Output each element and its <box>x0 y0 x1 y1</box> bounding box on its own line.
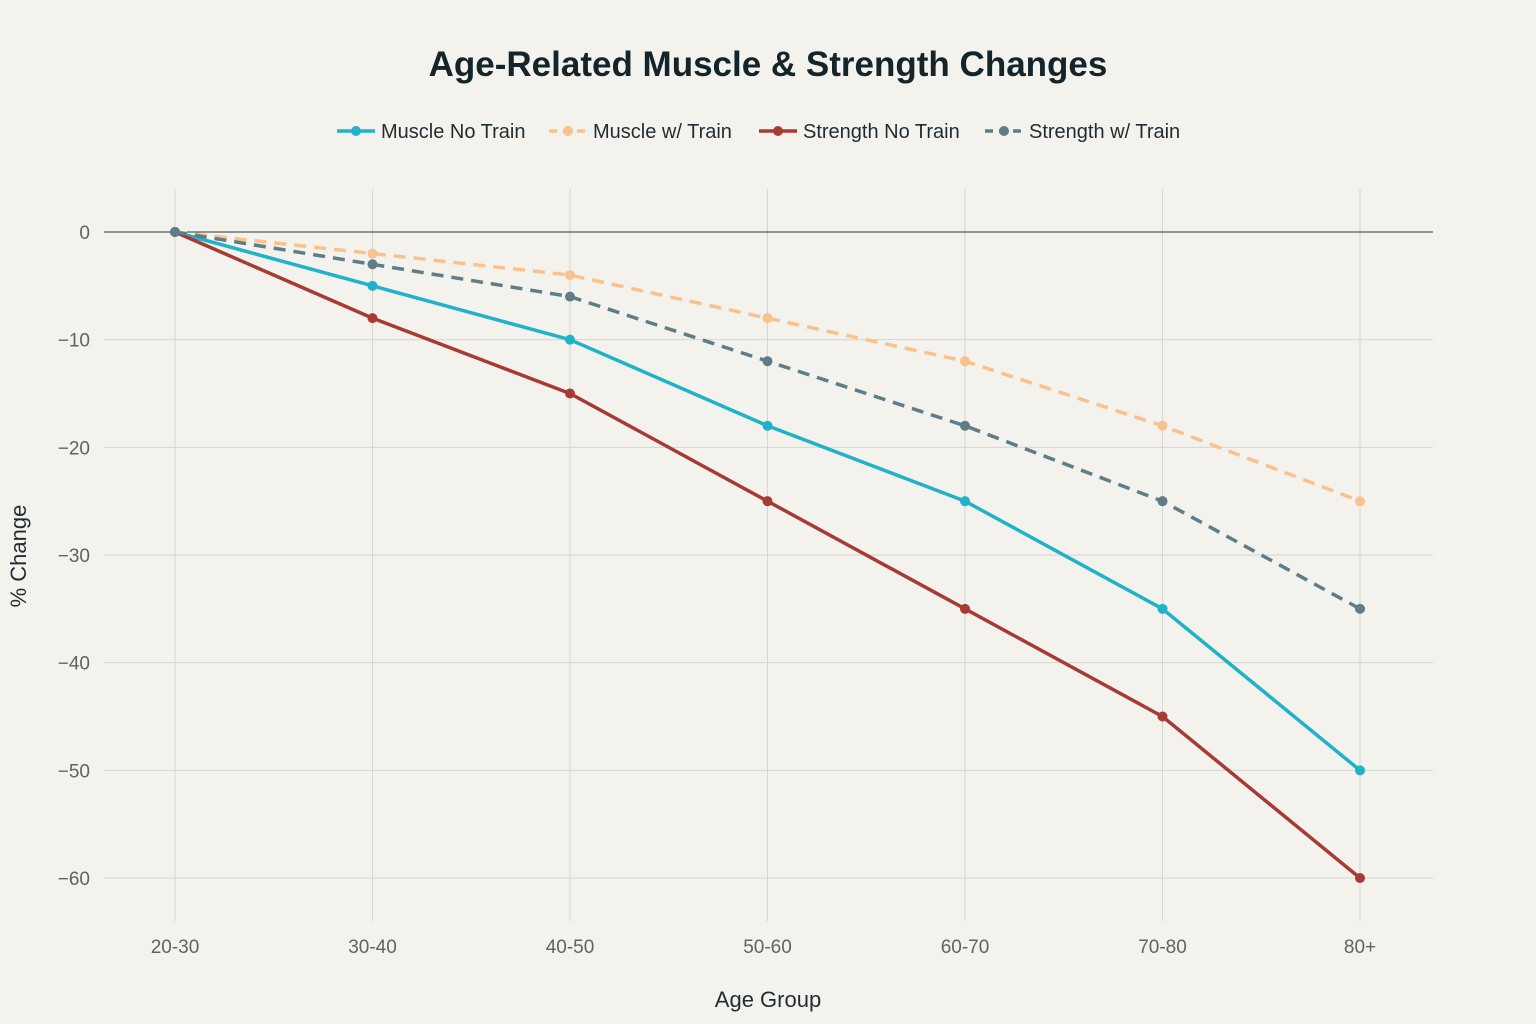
data-point[interactable] <box>960 496 970 507</box>
y-axis: 0 −10 −20 −30 −40 −50 −60 <box>58 223 90 890</box>
legend-label: Muscle No Train <box>381 121 526 143</box>
data-point[interactable] <box>367 259 378 270</box>
data-point[interactable] <box>762 420 773 431</box>
y-tick-label: −40 <box>58 654 90 675</box>
data-point[interactable] <box>960 420 970 431</box>
data-point[interactable] <box>1355 873 1365 883</box>
data-point[interactable] <box>565 291 575 302</box>
y-tick-label: −30 <box>58 546 90 567</box>
y-tick-label: −20 <box>58 438 90 459</box>
grid <box>104 188 1433 922</box>
legend-item[interactable]: Strength No Train <box>759 121 960 143</box>
series-strength-w-train <box>170 227 1365 614</box>
legend-label: Strength No Train <box>803 121 960 143</box>
legend-item[interactable]: Muscle w/ Train <box>549 121 732 143</box>
data-point[interactable] <box>565 270 575 281</box>
data-point[interactable] <box>367 248 378 259</box>
data-point[interactable] <box>960 603 970 614</box>
data-point[interactable] <box>960 356 970 367</box>
y-axis-title: % Change <box>6 505 31 608</box>
legend-item[interactable]: Muscle No Train <box>337 121 526 143</box>
y-tick-label: −60 <box>58 869 90 890</box>
x-tick-label: 80+ <box>1344 937 1376 958</box>
chart-title: Age-Related Muscle & Strength Changes <box>429 45 1108 84</box>
data-point[interactable] <box>762 356 773 367</box>
x-tick-label: 20-30 <box>151 937 200 958</box>
x-tick-label: 40-50 <box>546 937 595 958</box>
x-axis-title: Age Group <box>715 987 821 1012</box>
y-tick-label: 0 <box>79 223 90 244</box>
series-muscle-no-train <box>170 227 1365 776</box>
data-point[interactable] <box>565 334 575 345</box>
data-point[interactable] <box>762 313 773 324</box>
x-tick-label: 30-40 <box>348 937 397 958</box>
data-point[interactable] <box>1157 420 1168 431</box>
data-point[interactable] <box>1355 603 1365 614</box>
legend-swatch-marker <box>999 126 1009 136</box>
data-point[interactable] <box>762 496 773 507</box>
legend-label: Muscle w/ Train <box>593 121 732 143</box>
data-point[interactable] <box>170 227 180 237</box>
data-point[interactable] <box>565 388 575 399</box>
legend-item[interactable]: Strength w/ Train <box>985 121 1180 143</box>
legend-swatch-marker <box>773 126 783 136</box>
x-tick-label: 50-60 <box>743 937 792 958</box>
x-tick-label: 70-80 <box>1138 937 1187 958</box>
data-point[interactable] <box>1355 496 1365 507</box>
x-tick-label: 60-70 <box>941 937 990 958</box>
legend-swatch-marker <box>563 126 573 136</box>
data-point[interactable] <box>1355 765 1365 776</box>
series-layer <box>170 227 1365 883</box>
data-point[interactable] <box>1157 496 1168 507</box>
legend-label: Strength w/ Train <box>1029 121 1180 143</box>
y-tick-label: −10 <box>58 331 90 352</box>
data-point[interactable] <box>367 280 378 291</box>
data-point[interactable] <box>367 313 378 324</box>
y-tick-label: −50 <box>58 761 90 782</box>
data-point[interactable] <box>1157 711 1168 722</box>
x-axis: 20-30 30-40 40-50 50-60 60-70 70-80 80+ <box>151 937 1376 958</box>
legend-swatch-marker <box>351 126 361 136</box>
data-point[interactable] <box>1157 603 1168 614</box>
legend: Muscle No Train Muscle w/ Train Strength N… <box>337 121 1180 143</box>
